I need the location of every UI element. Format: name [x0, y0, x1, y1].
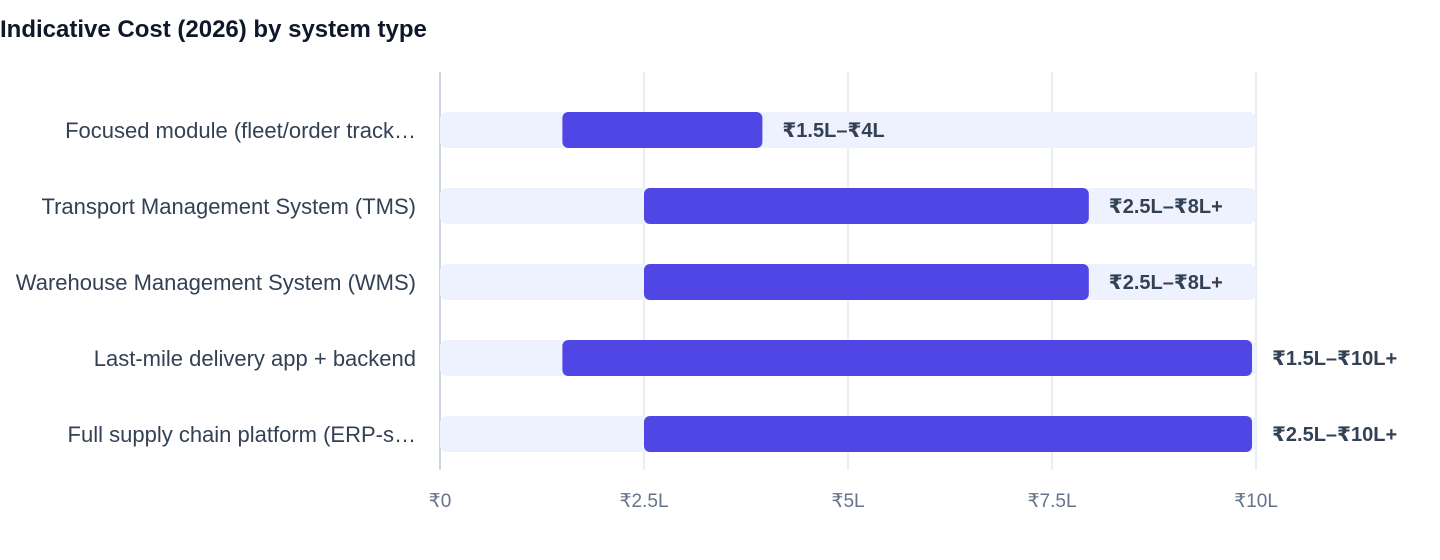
range-bar [562, 112, 763, 148]
range-bar [644, 264, 1089, 300]
category-label: Warehouse Management System (WMS) [16, 270, 416, 295]
range-bar [644, 416, 1252, 452]
category-label: Last-mile delivery app + backend [94, 346, 416, 371]
value-label: ₹1.5L–₹4L [782, 120, 884, 142]
category-label: Full supply chain platform (ERP-s… [68, 422, 416, 447]
range-bar [644, 188, 1089, 224]
chart-title: Indicative Cost (2026) by system type [0, 16, 427, 43]
range-bars [562, 112, 1252, 452]
x-tick-label: ₹7.5L [1027, 491, 1076, 512]
range-bar [562, 340, 1252, 376]
category-labels: Focused module (fleet/order track… Transp… [16, 118, 416, 447]
value-label: ₹2.5L–₹10L+ [1272, 424, 1397, 446]
value-label: ₹2.5L–₹8L+ [1109, 196, 1223, 218]
category-label: Focused module (fleet/order track… [65, 118, 416, 143]
value-labels: ₹1.5L–₹4L ₹2.5L–₹8L+ ₹2.5L–₹8L+ ₹1.5L–₹10L+… [782, 120, 1397, 446]
x-tick-label: ₹5L [831, 491, 864, 512]
x-tick-label: ₹2.5L [619, 491, 668, 512]
x-tick-label: ₹10L [1234, 491, 1278, 512]
x-tick-label: ₹0 [429, 491, 452, 512]
value-label: ₹1.5L–₹10L+ [1272, 348, 1397, 370]
value-label: ₹2.5L–₹8L+ [1109, 272, 1223, 294]
x-axis-ticks: ₹0 ₹2.5L ₹5L ₹7.5L ₹10L [429, 491, 1278, 512]
category-label: Transport Management System (TMS) [41, 194, 416, 219]
